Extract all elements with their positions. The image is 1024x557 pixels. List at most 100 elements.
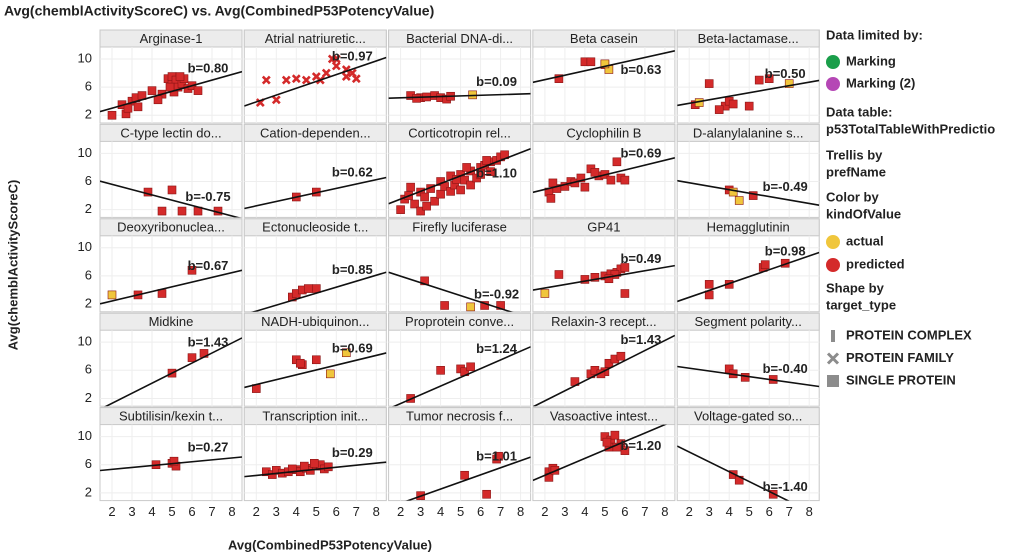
panel-header	[243, 29, 387, 48]
legend-label: PROTEIN COMPLEX	[846, 327, 972, 342]
legend-marker	[827, 375, 839, 387]
panel-header	[388, 29, 532, 48]
panel-plot	[677, 251, 820, 303]
fit-label: b=0.27	[188, 440, 229, 455]
point	[410, 199, 419, 209]
x-tick-label: 3	[706, 504, 713, 519]
panel-header	[388, 218, 532, 237]
panel-header	[388, 123, 532, 142]
point	[351, 74, 361, 84]
panel-header	[532, 123, 676, 142]
point	[193, 86, 203, 95]
point	[554, 270, 564, 279]
point	[496, 301, 505, 310]
panel-title: Subtilisin/kexin t...	[119, 409, 223, 424]
point	[291, 74, 301, 84]
fit-label: b=0.50	[765, 66, 806, 81]
fit-label: b=0.69	[332, 341, 373, 356]
x-tick-label: 5	[168, 504, 175, 519]
panel-title: Cation-dependen...	[260, 125, 371, 140]
x-tick-label: 4	[581, 504, 588, 519]
fit-label: b=1.10	[476, 165, 517, 180]
panel-title: Cyclophilin B	[566, 125, 641, 140]
x-tick-label: 8	[517, 504, 524, 519]
point	[554, 74, 564, 83]
point	[311, 355, 321, 365]
panel-title: Proprotein conve...	[405, 314, 514, 329]
point	[620, 263, 630, 272]
panel-title: Transcription init...	[262, 409, 368, 424]
x-tick-label: 7	[208, 504, 215, 519]
fit-line	[100, 456, 242, 472]
panel-plot	[244, 54, 387, 108]
panel-header	[243, 123, 387, 142]
legend-title: Trellis by	[826, 147, 883, 162]
point	[107, 110, 117, 120]
point	[494, 451, 503, 461]
x-tick-label: 6	[621, 504, 628, 519]
point	[281, 75, 291, 85]
point	[546, 194, 556, 203]
x-tick-label: 3	[273, 504, 280, 519]
panel-plot	[388, 148, 531, 216]
panel-header	[532, 407, 676, 426]
point	[610, 430, 620, 440]
x-tick-label: 6	[333, 504, 340, 519]
x-tick-label: 6	[188, 504, 195, 519]
point	[187, 353, 197, 362]
panel-plot	[100, 70, 242, 120]
point	[341, 72, 351, 81]
panel-header	[388, 312, 532, 331]
point	[301, 75, 311, 85]
point	[466, 302, 475, 312]
panel-header	[532, 312, 676, 331]
y-tick-label: 6	[85, 173, 92, 188]
panel-header	[532, 29, 676, 48]
panel-title: Ectonucleoside t...	[262, 220, 368, 235]
fit-label: b=-1.40	[763, 479, 808, 494]
panel-title: Firefly luciferase	[412, 220, 507, 235]
point	[311, 284, 321, 293]
point	[600, 59, 610, 69]
legend-marker	[826, 258, 840, 272]
point	[412, 94, 421, 103]
point	[486, 167, 495, 176]
panel-plot	[532, 263, 675, 298]
legend-marker	[826, 77, 840, 91]
panel-header	[243, 218, 387, 237]
x-tick-label: 4	[293, 504, 300, 519]
fit-line	[677, 179, 820, 206]
panel-header	[99, 123, 243, 142]
point	[616, 351, 626, 361]
legend-value: prefName	[826, 164, 886, 179]
panel-plot	[532, 424, 667, 482]
point	[586, 57, 596, 67]
fit-label: b=0.49	[620, 251, 661, 266]
point	[167, 185, 177, 195]
point	[436, 366, 445, 375]
panel-plot	[244, 176, 387, 210]
point	[784, 79, 794, 88]
fit-line	[677, 445, 790, 501]
point	[456, 185, 465, 195]
panel-title: Vasoactive intest...	[550, 409, 658, 424]
fit-label: b=0.98	[765, 244, 806, 259]
point	[157, 206, 167, 216]
x-tick-label: 8	[228, 504, 235, 519]
y-tick-label: 6	[85, 79, 92, 94]
panel-plot	[532, 157, 675, 203]
point	[440, 301, 449, 310]
point	[540, 289, 550, 298]
x-tick-label: 5	[457, 504, 464, 519]
x-tick-label: 2	[397, 504, 404, 519]
panel-header	[99, 218, 243, 237]
legend-marker	[831, 330, 835, 342]
point	[466, 362, 475, 372]
legend-label: Marking (2)	[846, 75, 915, 90]
fit-line	[532, 157, 675, 194]
point	[416, 206, 425, 216]
point	[341, 348, 351, 358]
y-tick-label: 10	[78, 50, 92, 65]
x-tick-label: 5	[746, 504, 753, 519]
